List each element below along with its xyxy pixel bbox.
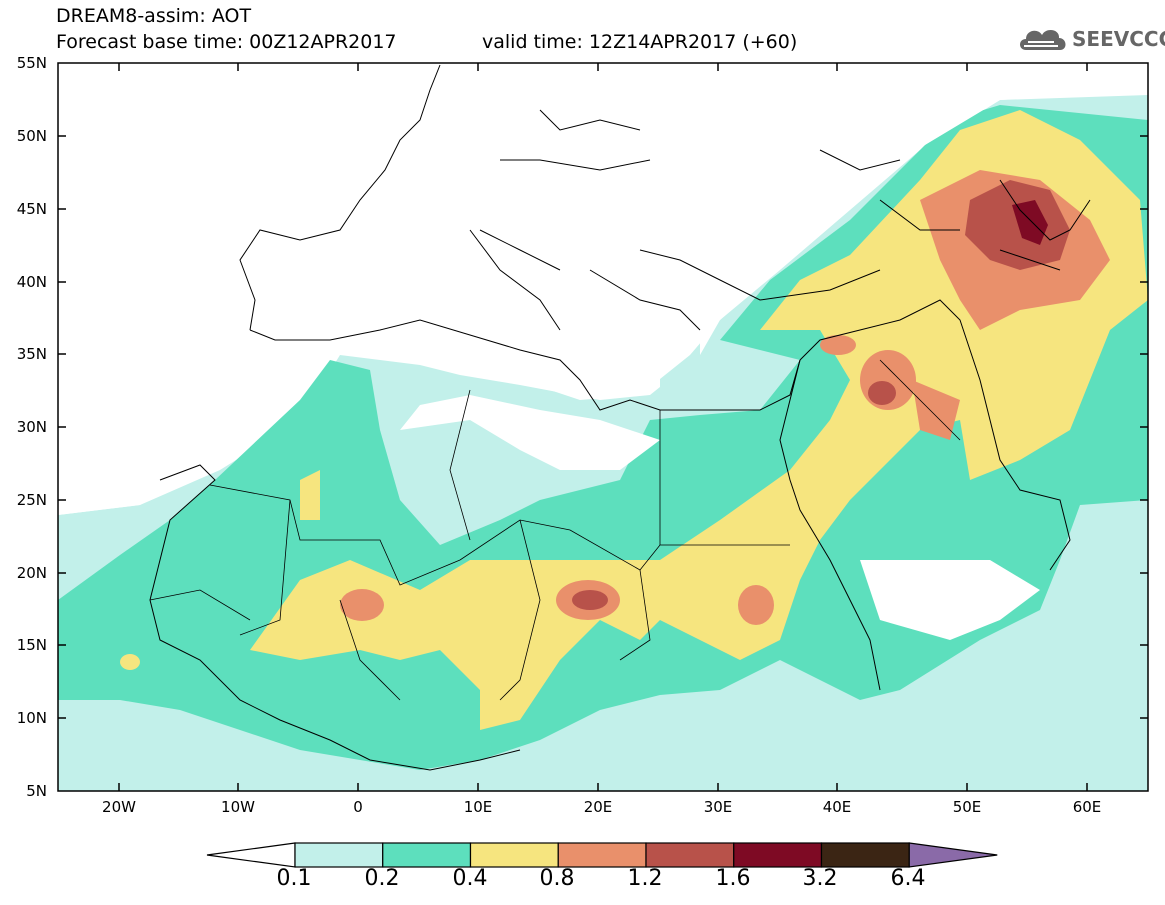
lat-ticks <box>58 135 1148 719</box>
lon-label: 40E <box>822 798 852 816</box>
logo-text: SEEVCCC <box>1072 27 1165 51</box>
colorbar-label: 6.4 <box>890 866 926 891</box>
forecast-base-time: Forecast base time: 00Z12APR2017 <box>56 31 397 53</box>
lat-label: 20N <box>16 564 47 582</box>
clear-sky <box>58 63 1148 640</box>
aot-band-1.2 <box>572 180 1070 610</box>
lon-label: 50E <box>952 798 982 816</box>
colorbar-label: 0.4 <box>452 866 488 891</box>
aot-band-0.4 <box>120 110 1148 730</box>
lat-label: 5N <box>26 782 47 800</box>
cloud-icon <box>1020 29 1066 50</box>
lat-label: 40N <box>16 273 47 291</box>
lat-label: 45N <box>16 200 47 218</box>
coastlines <box>149 64 1091 771</box>
colorbar-label: 1.2 <box>627 866 663 891</box>
lat-label: 10N <box>16 709 47 727</box>
colorbar-label: 0.2 <box>364 866 400 891</box>
lon-label: 20E <box>583 798 613 816</box>
lat-label: 55N <box>16 54 47 72</box>
colorbar-label: 1.6 <box>715 866 751 891</box>
lon-label: 30E <box>703 798 733 816</box>
lon-label: 0 <box>353 798 363 816</box>
lon-label: 20W <box>102 798 136 816</box>
lat-label: 35N <box>16 345 47 363</box>
lat-label: 30N <box>16 418 47 436</box>
aot-field <box>58 63 1148 791</box>
map-title: DREAM8-assim: AOT <box>56 5 252 27</box>
lat-label: 15N <box>16 636 47 654</box>
seevccc-logo: SEEVCCC <box>1016 24 1165 56</box>
colorbar-label: 3.2 <box>802 866 838 891</box>
colorbar-label: 0.1 <box>276 866 312 891</box>
lon-ticks <box>118 63 1088 791</box>
lon-label: 10W <box>221 798 255 816</box>
valid-time: valid time: 12Z14APR2017 (+60) <box>482 31 798 53</box>
colorbar-label: 0.8 <box>539 866 575 891</box>
lon-label: 60E <box>1072 798 1102 816</box>
lon-label: 10E <box>463 798 493 816</box>
lat-label: 50N <box>16 127 47 145</box>
lat-label: 25N <box>16 491 47 509</box>
country-borders <box>149 359 961 701</box>
